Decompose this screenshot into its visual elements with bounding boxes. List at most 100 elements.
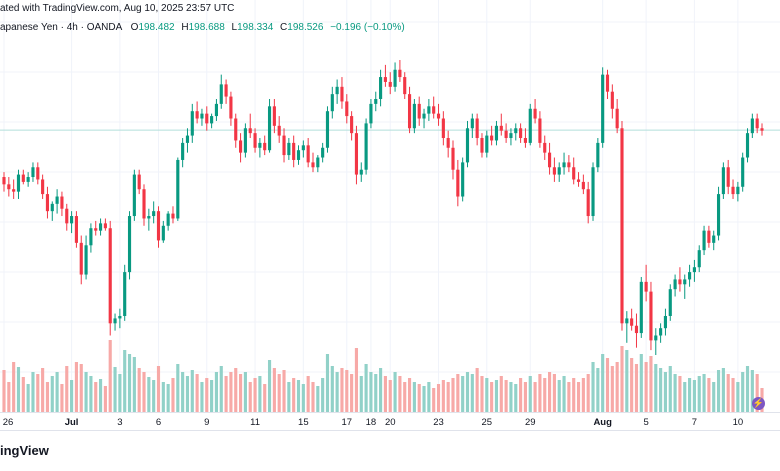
candle-body: [147, 216, 151, 219]
candle-body: [605, 74, 610, 92]
candle-body: [55, 196, 59, 204]
candle-body: [364, 123, 368, 170]
volume-bar: [755, 374, 759, 412]
volume-bar: [316, 386, 320, 412]
open-value: 198.482: [138, 22, 175, 33]
candle-body: [427, 106, 431, 114]
volume-bar: [499, 376, 503, 412]
volume-bar: [678, 376, 682, 412]
volume-bar: [263, 384, 267, 412]
volume-bar: [528, 376, 532, 412]
volume-bar: [325, 354, 330, 412]
candle-body: [65, 208, 69, 224]
candle-body: [210, 116, 214, 124]
volume-bar: [108, 340, 112, 412]
candle-body: [369, 103, 373, 124]
candle-body: [692, 267, 696, 273]
candle-body: [697, 250, 701, 268]
x-tick-label: 23: [433, 417, 444, 428]
candlestick-chart[interactable]: [0, 0, 780, 412]
candle-body: [567, 162, 571, 168]
volume-bar: [79, 364, 83, 412]
volume-bar: [514, 384, 518, 412]
volume-bar: [195, 374, 199, 412]
symbol-legend[interactable]: apanese Yen · 4h · OANDA O198.482 H198.6…: [0, 22, 405, 33]
volume-bar: [620, 346, 624, 412]
candle-body: [205, 113, 209, 124]
candle-body: [229, 96, 233, 119]
volume-bar: [234, 368, 238, 412]
change-value: −0.196 (−0.10%): [330, 22, 405, 33]
candle-body: [7, 184, 11, 190]
candle-body: [470, 118, 474, 129]
candle-body: [494, 125, 499, 141]
volume-bar: [176, 364, 180, 412]
candle-body: [325, 111, 330, 148]
volume-bar: [147, 377, 151, 412]
candle-body: [412, 103, 416, 129]
chart-area[interactable]: [0, 0, 780, 412]
volume-bar: [494, 380, 499, 412]
candle-body: [12, 189, 16, 192]
volume-bar: [644, 362, 648, 412]
candle-body: [132, 174, 136, 217]
candle-body: [253, 133, 257, 148]
close-label: C: [280, 22, 288, 33]
candle-body: [60, 196, 64, 209]
candle-body: [359, 169, 363, 175]
candle-body: [277, 125, 281, 136]
lightning-icon[interactable]: ⚡: [752, 397, 765, 410]
candle-body: [306, 145, 310, 163]
high-value: 198.688: [188, 22, 225, 33]
candle-body: [185, 135, 190, 143]
brand-logo-text: ingView: [0, 443, 49, 458]
volume-bar: [41, 368, 45, 412]
candle-body: [736, 186, 740, 195]
volume-bar: [388, 380, 392, 412]
candle-body: [721, 167, 725, 195]
volume-bar: [229, 372, 233, 412]
volume-bar: [567, 382, 571, 412]
volume-bar: [485, 378, 489, 412]
candle-body: [127, 216, 132, 273]
candle-body: [509, 133, 513, 139]
volume-bar: [712, 382, 716, 412]
candle-body: [403, 77, 407, 95]
candle-body: [296, 150, 301, 160]
candle-body: [301, 145, 305, 151]
candle-body: [267, 106, 272, 151]
volume-bar: [649, 356, 653, 412]
volume-bar: [50, 376, 54, 412]
volume-bar: [441, 380, 445, 412]
candle-body: [79, 242, 83, 275]
candle-body: [398, 69, 402, 78]
volume-bar: [335, 372, 339, 412]
candle-body: [258, 142, 262, 148]
volume-bar: [74, 362, 78, 412]
candle-body: [31, 167, 35, 178]
volume-bar: [210, 380, 214, 412]
volume-bar: [65, 366, 69, 412]
volume-bar: [156, 366, 161, 412]
volume-bar: [181, 372, 185, 412]
time-axis[interactable]: 26 Jul 3 6 9 11 15 17 18 20 23 25 29 Aug 5 7 10: [0, 412, 780, 431]
volume-bar: [219, 366, 223, 412]
candle-body: [436, 113, 441, 119]
volume-bar: [60, 384, 64, 412]
volume-bar: [407, 378, 412, 412]
volume-bar: [393, 372, 397, 412]
volume-bar: [533, 382, 537, 412]
x-tick-label: 29: [524, 417, 536, 428]
volume-bar: [374, 374, 378, 412]
candle-body: [538, 118, 542, 143]
volume-bar: [576, 382, 581, 412]
candle-body: [118, 315, 122, 319]
candle-body: [21, 174, 25, 182]
volume-bar: [654, 364, 658, 412]
volume-bar: [634, 364, 639, 412]
volume-bar: [2, 370, 6, 412]
volume-bar: [345, 370, 349, 412]
volume-bar: [185, 376, 190, 412]
candle-body: [514, 128, 518, 134]
volume-bar: [422, 386, 426, 412]
